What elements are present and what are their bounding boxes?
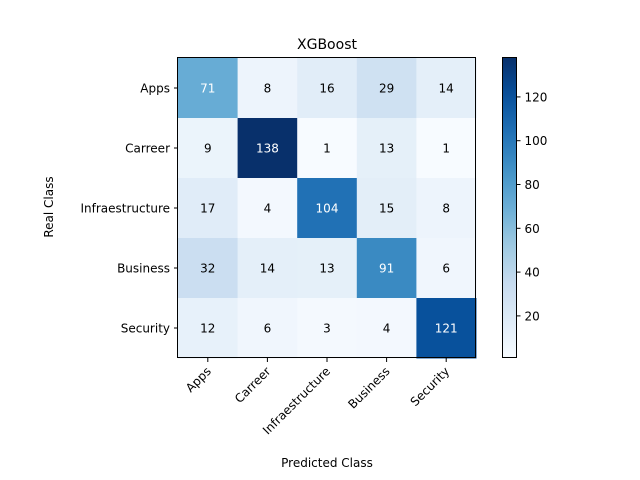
colorbar [502,57,516,358]
cell-value-r2-c2: 104 [316,202,339,216]
heatmap-cell-r4-c2 [297,298,358,359]
heatmap-cell-r3-c3 [356,238,417,299]
cell-value-r0-c3: 29 [379,82,394,96]
cell-value-r4-c4: 121 [435,322,458,336]
heatmap-cell-r4-c0 [178,298,239,359]
x-tick-label-4: Security [408,364,453,409]
y-tick-label-4: Security [121,322,170,336]
cell-value-r4-c0: 12 [200,322,215,336]
y-tick-label-3: Business [117,262,170,276]
heatmap-cell-r2-c4 [416,178,477,239]
heatmap-cell-r3-c0 [178,238,239,299]
colorbar-tick-label-4: 100 [525,134,548,148]
cell-value-r0-c2: 16 [319,82,334,96]
heatmap-cell-r2-c2 [297,178,358,239]
heatmap-cell-r2-c3 [356,178,417,239]
cell-value-r2-c3: 15 [379,202,394,216]
heatmap-cell-r0-c3 [356,58,417,119]
cell-value-r1-c4: 1 [442,142,450,156]
heatmap-cell-r0-c2 [297,58,358,119]
cell-value-r1-c3: 13 [379,142,394,156]
colorbar-tick-label-0: 20 [525,309,540,323]
colorbar-tick-label-3: 80 [525,178,540,192]
cell-value-r4-c1: 6 [264,322,272,336]
heatmap-cell-r4-c4 [416,298,477,359]
cell-value-r4-c2: 3 [323,322,331,336]
x-tick-label-3: Business [345,364,392,411]
heatmap-cell-r0-c0 [178,58,239,119]
y-axis-label: Real Class [42,176,56,237]
heatmap-cell-r0-c4 [416,58,477,119]
cell-value-r2-c1: 4 [264,202,272,216]
heatmap-cell-r2-c1 [237,178,298,239]
cell-value-r3-c4: 6 [442,262,450,276]
cell-value-r3-c3: 91 [379,262,394,276]
colorbar-frame [502,57,517,358]
cell-value-r4-c3: 4 [383,322,391,336]
cell-value-r3-c2: 13 [319,262,334,276]
colorbar-tick-label-2: 60 [525,222,540,236]
heatmap-cell-r1-c3 [356,118,417,179]
colorbar-tick-label-1: 40 [525,266,540,280]
heatmap-cell-r1-c4 [416,118,477,179]
heatmap-cell-labels: 71 8 16 29 14 9 138 1 13 1 17 4 104 15 8 32 14 13 91 6 12 6 3 4… [200,82,457,336]
heatmap-cell-r4-c1 [237,298,298,359]
heatmap-cell-r1-c2 [297,118,358,179]
x-tick-label-1: Carreer [232,364,274,406]
colorbar-tick-label-5: 120 [525,90,548,104]
cell-value-r0-c4: 14 [439,82,454,96]
y-axis-ticks: Apps Carreer Infraestructure Business Securi… [81,82,178,336]
cell-value-r2-c4: 8 [442,202,450,216]
heatmap-cell-r1-c0 [178,118,239,179]
cell-value-r1-c2: 1 [323,142,331,156]
chart-title: XGBoost [297,37,357,53]
cell-value-r3-c0: 32 [200,262,215,276]
cell-value-r0-c1: 8 [264,82,272,96]
x-axis-label: Predicted Class [281,456,373,470]
colorbar-ticks: 20 40 60 80 100 120 [516,90,548,323]
y-tick-label-1: Carreer [125,142,170,156]
cell-value-r3-c1: 14 [260,262,275,276]
heatmap-cell-r3-c4 [416,238,477,299]
cell-value-r2-c0: 17 [200,202,215,216]
heatmap-cell-r3-c1 [237,238,298,299]
heatmap-cell-r1-c1 [237,118,298,179]
y-tick-label-0: Apps [140,82,170,96]
cell-value-r1-c1: 138 [256,142,279,156]
heatmap-cell-r4-c3 [356,298,417,359]
cell-value-r0-c0: 71 [200,82,215,96]
y-tick-label-2: Infraestructure [81,202,171,216]
cell-value-r1-c0: 9 [204,142,212,156]
heatmap-cell-r3-c2 [297,238,358,299]
heatmap-cells [178,58,477,359]
heatmap-cell-r2-c0 [178,178,239,239]
x-tick-label-0: Apps [183,364,214,395]
heatmap-cell-r0-c1 [237,58,298,119]
